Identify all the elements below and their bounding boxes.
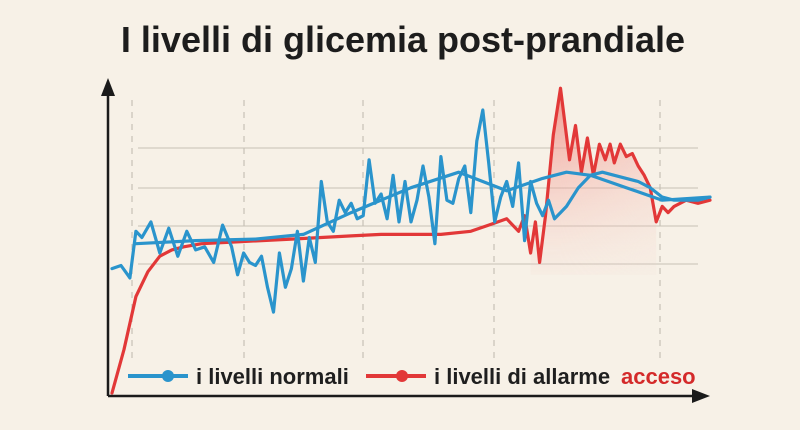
chart-title: I livelli di glicemia post-prandiale xyxy=(121,19,685,60)
legend-dot-allarme xyxy=(396,370,408,382)
alarm-area-shape xyxy=(530,88,657,275)
series-line-1 xyxy=(110,86,712,395)
x-axis-arrow-icon xyxy=(692,389,710,403)
y-axis-arrow-icon xyxy=(101,78,115,96)
legend-dot-normali xyxy=(162,370,174,382)
legend-item-allarme: i livelli di allarme acceso xyxy=(366,364,696,389)
alarm-area-fill xyxy=(530,88,657,275)
legend-label-acceso: acceso xyxy=(621,364,696,389)
axes xyxy=(101,78,710,403)
series-lines xyxy=(110,86,712,395)
legend-label-normali: i livelli normali xyxy=(196,364,349,389)
legend-item-normali: i livelli normali xyxy=(128,364,349,389)
series-trend-line-0 xyxy=(134,170,712,246)
legend-label-allarme: i livelli di allarme xyxy=(434,364,610,389)
legend: i livelli normali i livelli di allarme a… xyxy=(128,364,696,389)
